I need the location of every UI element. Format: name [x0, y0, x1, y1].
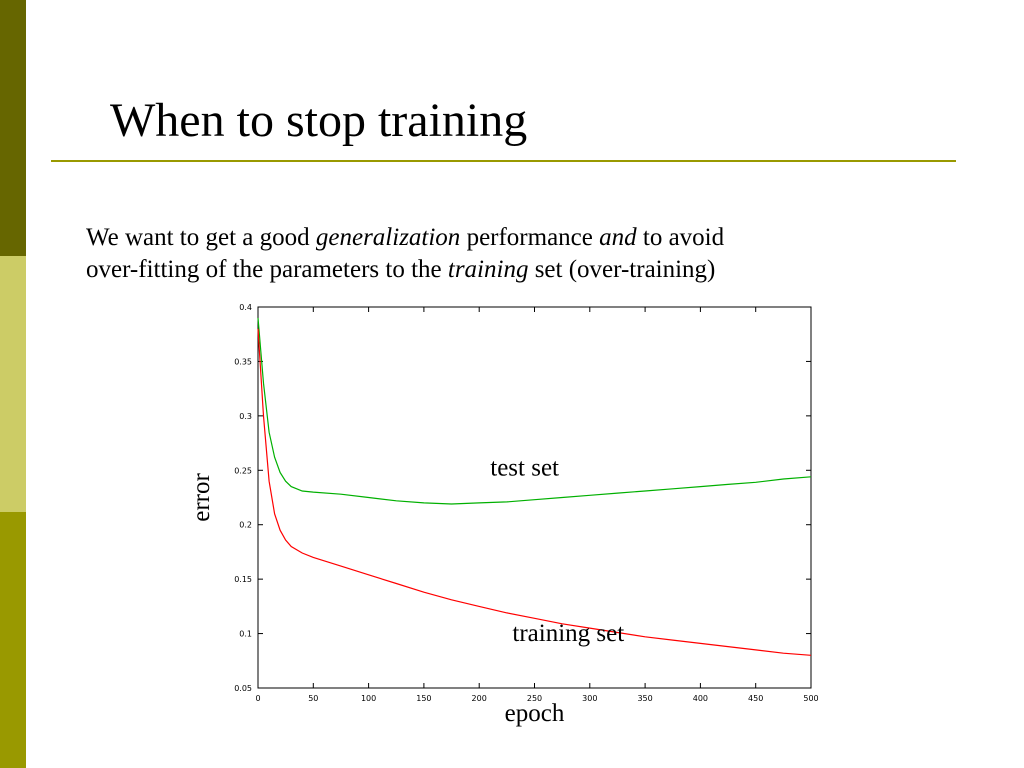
test-set-line [257, 317, 812, 505]
side-bar-bottom [0, 512, 26, 768]
side-bar-middle [0, 256, 26, 512]
x-tick-label: 400 [693, 694, 708, 703]
x-tick-label: 150 [416, 694, 431, 703]
y-tick-label: 0.4 [239, 303, 252, 312]
body-line-2-segment: training [447, 256, 529, 283]
body-line-1-segment: and [599, 224, 637, 251]
body-line-2-segment: over-fitting of the parameters to the [86, 256, 448, 283]
y-tick-label: 0.1 [239, 630, 252, 639]
body-line-1-segment: generalization [315, 224, 461, 251]
title-rule [51, 160, 956, 162]
body-line-1-segment: performance [460, 224, 600, 251]
body-line-1-segment: to avoid [636, 224, 725, 251]
x-tick-label: 250 [527, 694, 542, 703]
body-line-1: We want to get a good generalization per… [86, 222, 946, 254]
body-line-1-segment: We want to get a good [86, 224, 316, 251]
x-tick-label: 350 [637, 694, 652, 703]
body-paragraph: We want to get a good generalization per… [86, 222, 946, 286]
y-tick-label: 0.3 [239, 412, 252, 421]
y-axis-title: error [188, 473, 215, 522]
x-tick-label: 450 [748, 694, 763, 703]
y-tick-label: 0.15 [234, 575, 252, 584]
slide-title: When to stop training [110, 94, 528, 147]
y-tick-label: 0.2 [239, 521, 252, 530]
x-tick-label: 50 [308, 694, 318, 703]
training-set-line [257, 328, 812, 656]
test-set-label: test set [490, 455, 559, 482]
x-tick-label: 300 [582, 694, 597, 703]
y-tick-label: 0.05 [234, 684, 252, 693]
side-bar-top [0, 0, 26, 256]
y-tick-label: 0.25 [234, 466, 252, 475]
body-line-2: over-fitting of the parameters to the tr… [86, 254, 946, 286]
x-tick-label: 500 [803, 694, 818, 703]
training-set-label: training set [512, 620, 624, 647]
x-tick-label: 100 [361, 694, 376, 703]
body-line-2-segment: set (over-training) [528, 256, 716, 283]
x-tick-label: 200 [472, 694, 487, 703]
x-axis-title: epoch [505, 700, 565, 727]
x-tick-label: 0 [255, 694, 260, 703]
y-tick-label: 0.35 [234, 357, 252, 366]
